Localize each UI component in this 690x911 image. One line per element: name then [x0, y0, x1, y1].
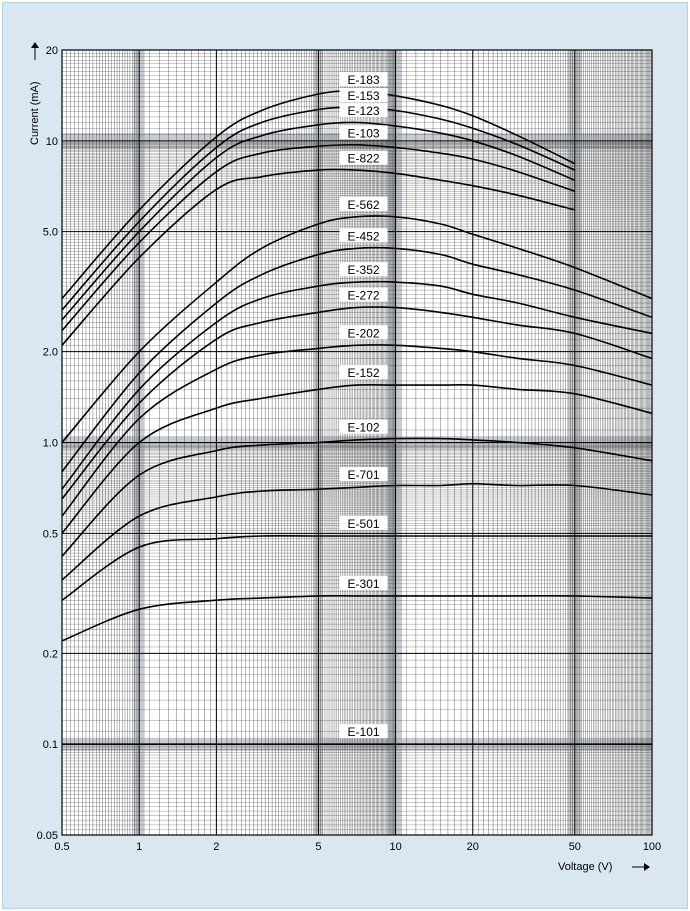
- series-label: E-202: [348, 326, 380, 340]
- series-label: E-183: [348, 73, 380, 87]
- label-e-701: E-701: [339, 467, 388, 482]
- label-e-202: E-202: [339, 325, 388, 340]
- series-label: E-123: [348, 104, 380, 118]
- label-e-352: E-352: [339, 262, 388, 277]
- x-tick-label: 5: [315, 841, 321, 853]
- y-tick-label: 20: [46, 45, 58, 57]
- curve-e-701: [61, 482, 653, 581]
- label-e-123: E-123: [339, 103, 388, 118]
- y-tick-label: 0.5: [43, 528, 58, 540]
- label-e-183: E-183: [339, 72, 388, 87]
- curve-e-152: [61, 383, 653, 534]
- label-e-301: E-301: [339, 575, 388, 591]
- series-label: E-562: [348, 198, 380, 212]
- series-label: E-301: [348, 577, 380, 591]
- y-tick-label: 10: [46, 136, 58, 148]
- series-label: E-501: [348, 517, 380, 531]
- curve-e-562: [61, 215, 653, 444]
- label-e-562: E-562: [339, 196, 388, 212]
- curve-e-202: [61, 344, 653, 517]
- curve-e-352: [61, 280, 653, 490]
- y-axis-arrow-icon: [31, 42, 39, 60]
- series-label: E-352: [348, 263, 380, 277]
- curve-e-452: [61, 246, 653, 473]
- y-axis-label: Current (mA): [29, 81, 41, 145]
- y-tick-label: 1.0: [43, 438, 58, 450]
- x-tick-label: 100: [643, 841, 661, 853]
- series-label: E-701: [348, 468, 380, 482]
- label-e-452: E-452: [339, 228, 388, 243]
- x-tick-label: 0.5: [54, 841, 69, 853]
- series-curves: [61, 90, 653, 746]
- label-e-272: E-272: [339, 287, 388, 303]
- series-label: E-272: [348, 289, 380, 303]
- series-label: E-101: [348, 725, 380, 739]
- y-tick-label: 2.0: [43, 347, 58, 359]
- y-tick-label: 0.1: [43, 739, 58, 751]
- series-label: E-102: [348, 421, 380, 435]
- y-tick-label: 5.0: [43, 227, 58, 239]
- x-tick-label: 20: [467, 841, 479, 853]
- curve-e-822: [61, 168, 575, 346]
- series-label: E-103: [348, 126, 380, 140]
- y-tick-label: 0.2: [43, 648, 58, 660]
- x-tick-label: 10: [389, 841, 401, 853]
- x-tick-label: 2: [213, 841, 219, 853]
- curve-e-102: [61, 437, 653, 557]
- curve-e-272: [61, 306, 653, 500]
- series-label: E-152: [348, 366, 380, 380]
- y-tick-label: 0.05: [37, 830, 58, 842]
- curve-e-103: [61, 143, 576, 332]
- series-label: E-822: [348, 152, 380, 166]
- label-e-102: E-102: [339, 419, 388, 435]
- label-e-501: E-501: [339, 515, 388, 531]
- series-label: E-452: [348, 229, 380, 243]
- curve-e-501: [61, 534, 652, 601]
- label-e-153: E-153: [339, 88, 388, 103]
- curve-e-301: [61, 594, 653, 642]
- label-e-822: E-822: [339, 150, 388, 166]
- y-tick-labels: 0.05 0.1 0.2 0.5 1.0 2.0 5.0 10 20: [37, 45, 58, 842]
- x-tick-labels: 0.5 1 2 5 10 20 50 100: [54, 841, 661, 853]
- series-label: E-153: [348, 89, 380, 103]
- x-axis-label: Voltage (V): [558, 861, 612, 873]
- curve-e-123: [61, 121, 576, 321]
- x-axis-arrow-icon: [632, 863, 650, 871]
- label-e-101: E-101: [339, 724, 388, 739]
- label-e-103: E-103: [339, 125, 388, 140]
- x-tick-label: 1: [136, 841, 142, 853]
- label-e-152: E-152: [339, 365, 388, 380]
- x-tick-label: 50: [569, 841, 581, 853]
